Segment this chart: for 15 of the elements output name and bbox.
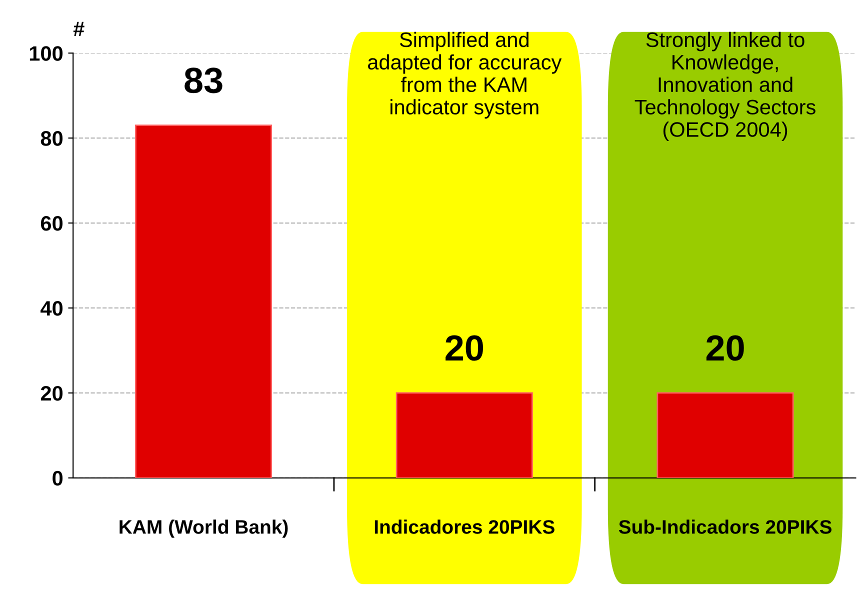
y-tick-label: 20 [40,386,63,401]
y-axis-title: # [73,22,84,36]
x-tick-label: Sub-Indicadors 20PIKS [618,520,832,534]
data-label: 83 [184,68,222,94]
x-tick-label: Indicadores 20PIKS [374,520,554,534]
y-tick-label: 60 [40,216,63,231]
y-tick-label: 40 [40,300,63,316]
y-tick-label: 100 [30,46,63,61]
annotation: Strongly linked to Knowledge, Innovation and Technology Sectors (OECD 2004) [634,32,816,142]
data-label: 20 [706,335,744,361]
y-tick-label: 0 [52,470,63,486]
x-tick-label: KAM (World Bank) [120,520,288,538]
annotation: Simplified and adapted for accuracy from the KAM indicator system [368,32,562,119]
data-label: 20 [446,335,484,361]
y-tick-label: 80 [40,131,63,146]
